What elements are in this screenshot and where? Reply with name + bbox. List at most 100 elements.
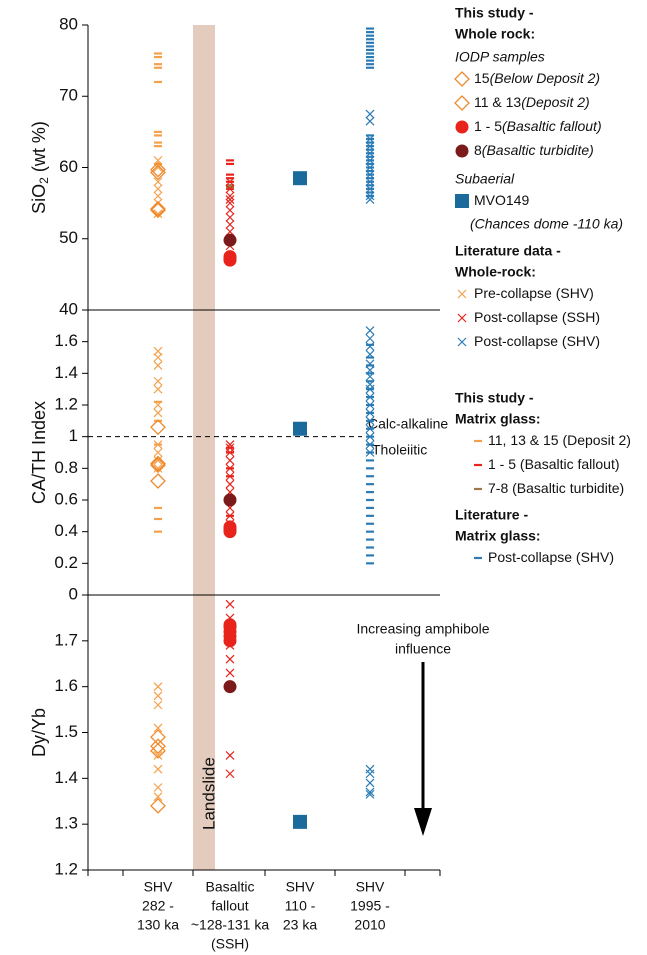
point [153, 209, 163, 219]
cross [365, 341, 375, 351]
cross [153, 346, 163, 356]
point [365, 163, 375, 172]
annotation: Increasing amphibole [356, 621, 489, 637]
diamond [150, 455, 166, 472]
cross [225, 448, 235, 457]
point [365, 432, 375, 442]
cross [365, 334, 375, 343]
cross [225, 463, 235, 473]
y-tick-label: 0.4 [54, 521, 78, 540]
point [153, 455, 163, 465]
point [365, 424, 375, 434]
point [225, 471, 235, 481]
point [365, 359, 375, 369]
point [153, 408, 163, 418]
point [365, 177, 375, 187]
cross [153, 792, 163, 802]
y-tick-label: 80 [59, 14, 78, 33]
cross [365, 787, 375, 797]
point [365, 400, 375, 410]
point [225, 212, 235, 222]
point [365, 778, 375, 788]
cross [365, 769, 375, 779]
point [223, 525, 237, 539]
diamond [150, 738, 166, 755]
legend-name: MVO149 [474, 192, 529, 208]
band-label: Landslide [199, 757, 218, 830]
legend-heading: Literature data - [455, 243, 561, 259]
point [225, 448, 235, 457]
point [150, 419, 166, 436]
cross [365, 416, 375, 426]
point [365, 365, 375, 375]
cross [225, 511, 235, 521]
legend-label: 11 & 13(Deposit 2) [474, 94, 590, 110]
cross [153, 360, 163, 370]
cross [153, 408, 163, 418]
point [150, 161, 166, 178]
cross [153, 376, 163, 386]
legend-heading: This study - [455, 390, 534, 406]
cross [225, 195, 235, 204]
point [365, 789, 375, 799]
cross [153, 783, 163, 792]
x-tick-label: 1995 - [350, 898, 390, 914]
cross [225, 220, 235, 229]
circle [223, 680, 237, 694]
cross [365, 109, 375, 119]
point [365, 134, 375, 144]
x-tick-label: Basaltic [205, 879, 254, 895]
point [365, 408, 375, 418]
cross [153, 400, 163, 410]
point [365, 109, 375, 119]
point [153, 360, 163, 370]
cross [365, 170, 375, 180]
square [455, 194, 469, 208]
point [150, 455, 166, 472]
cross [153, 384, 163, 394]
cross [153, 463, 163, 473]
legend-label: Post-collapse (SHV) [488, 549, 614, 565]
cross [225, 668, 235, 678]
point [225, 668, 235, 678]
point [225, 769, 235, 779]
cross [153, 209, 163, 219]
x-tick-label: (SSH) [211, 936, 249, 952]
point [365, 141, 375, 151]
point [150, 473, 166, 489]
cross [225, 750, 235, 760]
point [457, 337, 467, 347]
point [153, 353, 163, 362]
diamond [150, 473, 166, 489]
legend-name: Post-collapse (SHV) [488, 549, 614, 565]
legend-label: 1 - 5(Basaltic fallout) [474, 118, 602, 134]
circle [223, 493, 237, 507]
cross [153, 764, 163, 774]
cross [365, 764, 375, 774]
circle [223, 233, 237, 247]
legend-label: 11, 13 & 15 (Deposit 2) [488, 432, 631, 448]
y-tick-label: 1.7 [54, 630, 78, 649]
cross [153, 691, 163, 701]
diamond [150, 742, 166, 759]
cross [457, 289, 467, 299]
point [153, 376, 163, 386]
cross [153, 682, 163, 692]
landslide-band [193, 25, 215, 870]
legend-label: Post-collapse (SHV) [474, 333, 600, 349]
square [293, 814, 307, 829]
y-tick-label: 1.6 [54, 331, 78, 350]
point [293, 171, 307, 186]
point [365, 349, 375, 359]
cross [225, 769, 235, 779]
cross [365, 778, 375, 788]
cross [365, 177, 375, 187]
y-tick-label: 1.2 [54, 394, 78, 413]
y-axis-label: Dy/Yb [29, 708, 49, 757]
point [225, 599, 235, 609]
y-tick-label: 1.3 [54, 814, 78, 833]
point [223, 251, 237, 265]
cross [365, 400, 375, 410]
legend-name: Pre-collapse (SHV) [474, 285, 594, 301]
cross [225, 479, 235, 489]
